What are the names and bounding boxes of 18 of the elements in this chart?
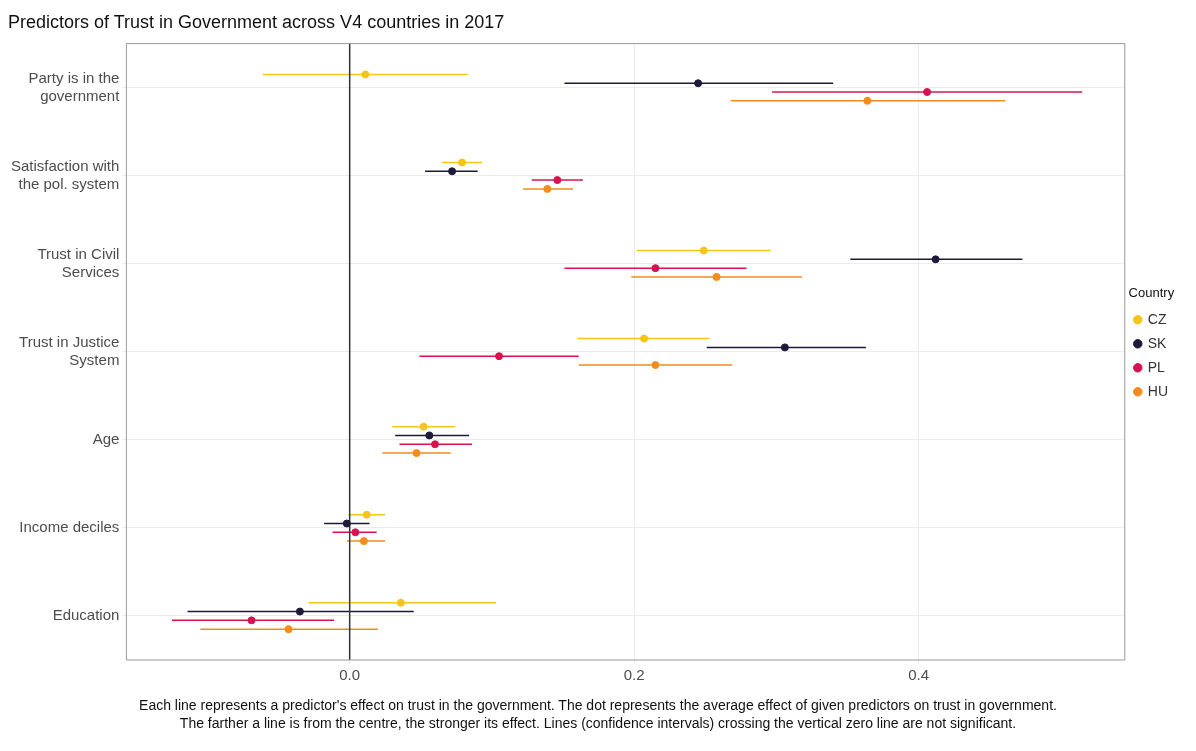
x-tick-label: 0.4 xyxy=(908,666,929,684)
x-tick-label: 0.0 xyxy=(339,666,361,684)
text: Each line represents a predictor's effect on trust in the government. The dot represents the average effect of given predictors on trust in government. xyxy=(138,696,1058,714)
legend-title: Country xyxy=(1128,285,1175,301)
y-tick-label: Age xyxy=(92,430,120,447)
y-tick-label: Income deciles xyxy=(19,518,120,536)
x-tick-label: 0.2 xyxy=(623,666,645,684)
y-tick-label: Trust in Civil Services xyxy=(37,244,120,280)
chart-title: Predictors of Trust in Government across V4 countries in 2017 xyxy=(8,11,505,32)
y-tick-label: Party is in the government xyxy=(28,68,121,104)
legend-label: HU xyxy=(1147,382,1169,399)
legend-label: PL xyxy=(1147,358,1166,375)
legend-label: CZ xyxy=(1147,310,1167,327)
y-tick-label: Satisfaction with the pol. system xyxy=(10,156,120,192)
text: The farther a line is from the centre, the stronger its effect. Lines (confidence intervals) crossing the vertical zero line are not significant. xyxy=(178,714,1018,732)
y-tick-label: Trust in Justice System xyxy=(19,332,120,368)
y-tick-label: Education xyxy=(52,606,120,624)
legend-label: SK xyxy=(1147,334,1168,351)
